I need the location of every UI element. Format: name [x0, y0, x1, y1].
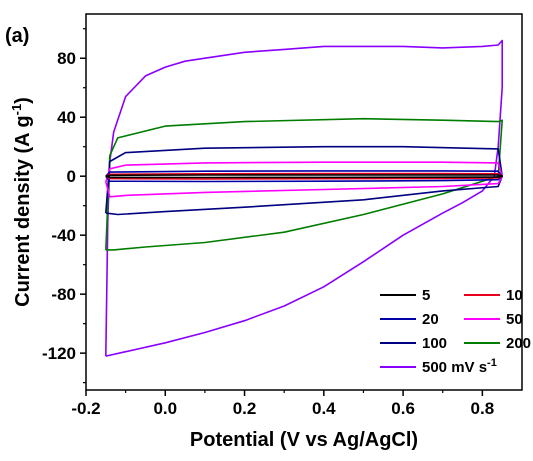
- x-tick-label: -0.2: [71, 399, 100, 418]
- legend-label: 50: [506, 311, 523, 328]
- series-line: [105, 174, 503, 179]
- x-tick-label: 0.4: [312, 399, 336, 418]
- x-tick-label: 0.0: [153, 399, 177, 418]
- legend-label: 10: [506, 287, 523, 304]
- x-axis-ticks: -0.2 0.0 0.2 0.4 0.6 0.8: [71, 390, 494, 418]
- x-tick-label: 0.6: [391, 399, 415, 418]
- x-tick-label: 0.8: [471, 399, 495, 418]
- series-line: [105, 170, 503, 183]
- legend-label: 20: [422, 311, 439, 328]
- y-axis-title: Current density (A g-1): [9, 97, 34, 307]
- legend-label: 5: [422, 287, 430, 304]
- y-tick-label: 80: [57, 49, 76, 68]
- y-tick-label: -40: [51, 226, 76, 245]
- legend-label: 100: [422, 335, 447, 352]
- y-axis-ticks: -120 -80 -40 0 40 80: [42, 28, 86, 384]
- y-axis-title-end: ): [12, 97, 34, 104]
- legend-label: 500 mV s-1: [422, 357, 497, 376]
- y-tick-label: -120: [42, 344, 76, 363]
- panel-label: (a): [5, 25, 29, 47]
- y-axis-title-sup: -1: [9, 104, 24, 116]
- legend-label: 200: [506, 335, 531, 352]
- series-line: [105, 39, 503, 357]
- x-axis-title: Potential (V vs Ag/AgCl): [190, 429, 418, 451]
- y-tick-label: -80: [51, 285, 76, 304]
- series-group: [105, 39, 503, 357]
- y-axis-title-main: Current density (A g: [12, 115, 34, 307]
- series-line: [105, 117, 503, 251]
- plot-frame: [85, 13, 523, 391]
- x-tick-label: 0.2: [233, 399, 257, 418]
- y-tick-label: 0: [67, 167, 76, 186]
- y-tick-label: 40: [57, 108, 76, 127]
- legend: 5 10 20 50 100 200 500 mV s-1: [380, 287, 531, 376]
